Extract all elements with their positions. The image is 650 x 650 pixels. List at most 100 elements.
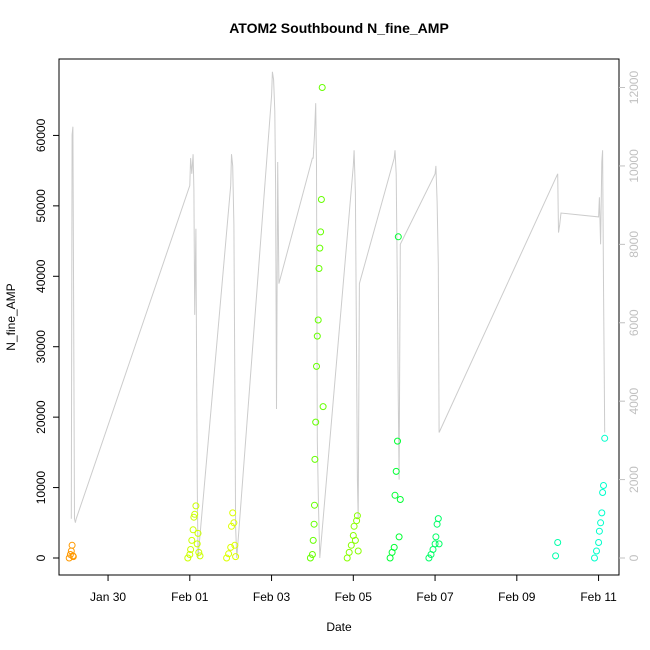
data-point (317, 196, 325, 203)
data-point (386, 554, 394, 562)
y-axis: 0 10000 20000 30000 40000 50000 60000 (34, 118, 59, 561)
data-point (187, 546, 195, 553)
y2-tick-label: 10000 (627, 149, 641, 183)
data-point (310, 520, 318, 528)
data-point (431, 540, 439, 548)
data-point (351, 536, 359, 544)
chart-title: ATOM2 Southbound N_fine_AMP (229, 20, 449, 36)
y2-tick-label: 8000 (627, 231, 641, 258)
y-tick-label: 10000 (34, 471, 48, 505)
data-point (313, 332, 321, 340)
data-point (597, 519, 605, 527)
data-point (308, 551, 316, 558)
x-tick-label: Feb 07 (416, 590, 454, 604)
data-point (317, 228, 325, 236)
data-point (390, 543, 398, 551)
data-point (194, 529, 202, 537)
data-point (433, 520, 441, 528)
y2-tick-label: 4000 (627, 388, 641, 415)
data-point (396, 496, 404, 503)
x-tick-label: Feb 11 (580, 590, 617, 604)
data-point (600, 482, 607, 489)
data-point (314, 316, 322, 324)
x-axis-label: Date (326, 620, 352, 634)
y-tick-label: 50000 (34, 189, 48, 223)
data-point (311, 501, 318, 509)
plot-area (58, 58, 620, 576)
data-point (195, 548, 203, 556)
points-layer (65, 84, 609, 562)
y2-axis: 0 2000 4000 6000 8000 10000 12000 (619, 71, 641, 561)
x-tick-label: Jan 30 (90, 590, 126, 604)
data-point (231, 541, 239, 549)
data-point (350, 522, 358, 530)
data-point (591, 554, 598, 562)
data-point (184, 554, 192, 562)
data-point (312, 418, 320, 426)
data-point (315, 265, 323, 272)
data-point (599, 489, 607, 496)
data-point (554, 539, 562, 546)
secondary-line-layer (70, 71, 606, 559)
data-point (192, 502, 200, 510)
y2-tick-label: 12000 (627, 71, 641, 105)
data-point (311, 455, 319, 463)
data-point (196, 552, 204, 560)
y2-tick-label: 0 (627, 554, 641, 561)
data-point (595, 527, 603, 535)
y-tick-label: 30000 (34, 330, 48, 364)
secondary-series-line (70, 71, 606, 559)
data-point (229, 509, 237, 517)
data-point (318, 84, 326, 91)
data-point (395, 533, 403, 541)
data-point (232, 553, 240, 561)
y-tick-label: 40000 (34, 259, 48, 293)
data-point (313, 362, 320, 370)
y-tick-label: 20000 (34, 400, 48, 434)
data-point (225, 550, 233, 558)
data-point (353, 512, 361, 520)
data-point (227, 543, 235, 551)
data-point (309, 536, 317, 544)
data-point (394, 437, 401, 445)
data-point (306, 554, 314, 562)
data-point (316, 244, 324, 252)
x-axis: Jan 30 Feb 01 Feb 03 Feb 05 Feb 07 Feb 09 Feb … (90, 575, 617, 604)
data-point (432, 533, 440, 541)
x-tick-label: Feb 03 (253, 590, 291, 604)
data-point (392, 467, 400, 475)
data-point (186, 551, 194, 558)
data-point (598, 509, 606, 517)
data-point (353, 517, 361, 525)
data-point (601, 434, 609, 442)
data-point (425, 554, 433, 562)
y-tick-label: 60000 (34, 118, 48, 152)
data-point (223, 554, 231, 562)
data-point (190, 513, 198, 521)
data-point (593, 547, 600, 555)
y-axis-label: N_fine_AMP (4, 283, 18, 350)
data-point (193, 540, 201, 548)
y2-tick-label: 2000 (627, 466, 641, 493)
data-point (435, 540, 443, 548)
x-tick-label: Feb 09 (498, 590, 536, 604)
data-point (347, 541, 355, 549)
y-tick-label: 0 (34, 554, 48, 561)
data-point (188, 536, 196, 544)
data-point (354, 547, 362, 555)
data-point (343, 554, 351, 562)
data-point (69, 553, 77, 561)
data-point (191, 510, 199, 518)
data-point (228, 522, 235, 530)
data-point (230, 519, 238, 527)
x-tick-label: Feb 05 (335, 590, 373, 604)
data-point (391, 491, 399, 499)
data-point (189, 526, 197, 534)
data-point (319, 403, 327, 411)
data-point (552, 552, 560, 560)
data-point (65, 554, 73, 562)
y2-tick-label: 6000 (627, 309, 641, 336)
data-point (345, 548, 353, 556)
data-point (394, 233, 402, 241)
